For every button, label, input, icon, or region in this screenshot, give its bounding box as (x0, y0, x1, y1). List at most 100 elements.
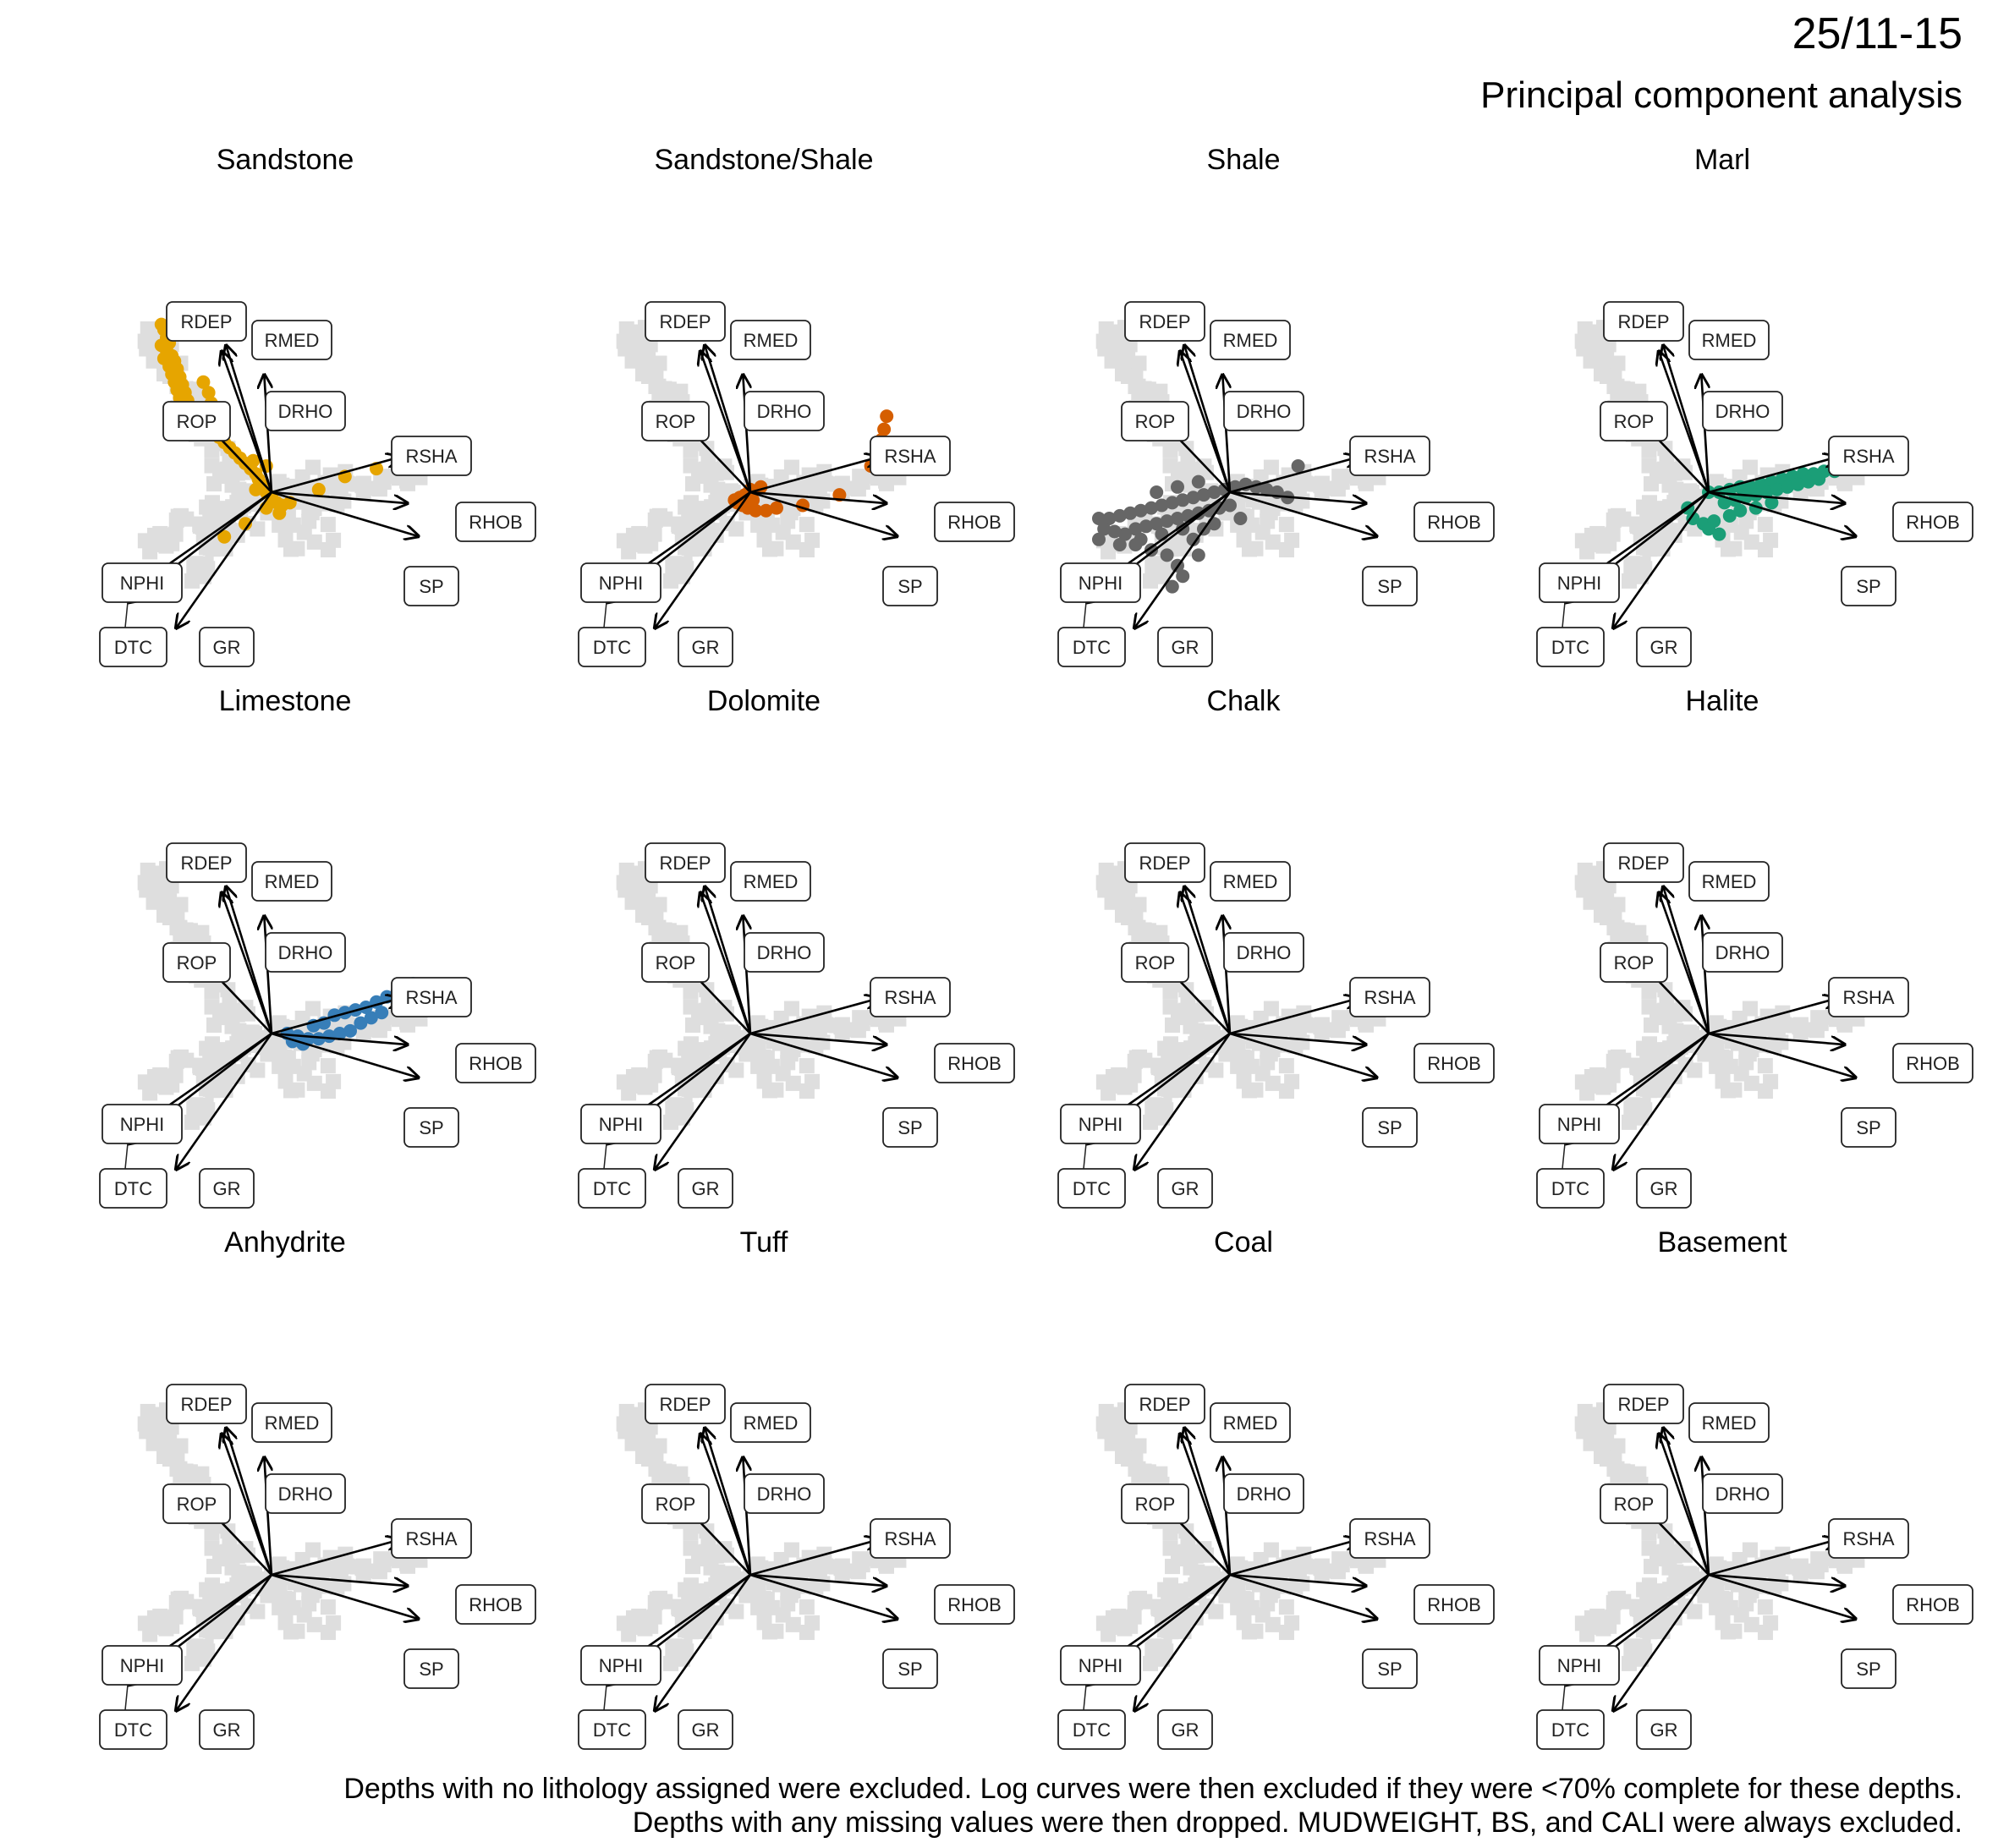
background-cell (145, 894, 162, 910)
background-cell (1143, 1114, 1159, 1130)
label-box-rsha (1828, 436, 1909, 476)
loading-label: DTC (1073, 1719, 1111, 1741)
data-point (1133, 503, 1148, 518)
background-cell (1291, 1020, 1307, 1036)
background-cell (722, 1024, 738, 1040)
background-cell (1264, 1562, 1280, 1578)
background-cell (768, 1082, 784, 1098)
label-box-rsha (1828, 977, 1909, 1017)
background-cell (1152, 383, 1168, 399)
background-cell (1248, 1623, 1264, 1639)
loading-arrow-drho (743, 916, 750, 1034)
loading-label: RSHA (1364, 987, 1415, 1008)
background-cell (220, 1523, 236, 1539)
label-box-drho (1702, 391, 1783, 431)
panel-sandstone-shale: Sandstone/Shale RMED RDEP DRHO ROP RSHA RHOB SP… (578, 144, 1015, 667)
data-point (1186, 491, 1200, 505)
label-box-drho (1702, 932, 1783, 973)
label-connector (1083, 601, 1087, 628)
background-cell (139, 1423, 155, 1439)
loading-arrow-rhob (271, 1032, 408, 1045)
label-box-drho (1223, 932, 1304, 973)
background-cell (162, 1615, 178, 1631)
background-cell (1677, 464, 1693, 480)
background-cell (1622, 1114, 1638, 1130)
background-cell (815, 1034, 831, 1050)
loading-label: DTC (1551, 1719, 1589, 1741)
background-cell (1708, 474, 1724, 490)
label-box-dtc (1536, 627, 1605, 667)
background-cell (1588, 1407, 1604, 1423)
data-point (1702, 522, 1715, 536)
loading-label: NPHI (120, 573, 165, 594)
label-box-rsha (1349, 1518, 1430, 1559)
background-cell (630, 1068, 646, 1084)
data-point (1186, 532, 1200, 546)
background-cell (1110, 1068, 1126, 1084)
panel-title: Chalk (1207, 685, 1282, 717)
background-cell (663, 1655, 679, 1671)
label-box-sp (882, 566, 938, 606)
label-box-rop (641, 1483, 710, 1524)
loading-arrow-rdep (700, 1434, 752, 1576)
background-cell (630, 527, 646, 543)
background-cell (1668, 1023, 1684, 1039)
loading-arrow-drho (1222, 375, 1230, 493)
background-cell (1278, 517, 1294, 533)
background-cell (756, 1615, 772, 1631)
loading-label: RHOB (1906, 512, 1960, 533)
background-cell (170, 1591, 186, 1607)
label-box-rsha (391, 436, 472, 476)
loading-arrow-rsha (271, 998, 400, 1035)
background-cell (799, 1599, 815, 1615)
loading-label: NPHI (1079, 1655, 1123, 1676)
loading-label: DTC (114, 1178, 152, 1199)
background-cell (204, 1036, 220, 1052)
background-cell (1114, 1448, 1130, 1464)
background-cell (722, 1566, 738, 1582)
background-cell (1114, 365, 1130, 381)
label-box-rmed (1210, 861, 1291, 902)
background-cell (1109, 1407, 1125, 1423)
background-cell (1198, 1547, 1214, 1563)
background-cell (718, 1006, 734, 1022)
loading-label: GR (213, 637, 241, 658)
loading-label: NPHI (1079, 573, 1123, 594)
background-cell (1644, 476, 1660, 492)
loading-arrow-rsha (1229, 1539, 1359, 1577)
data-point (1165, 496, 1179, 510)
loading-arrow-drho (264, 375, 272, 493)
background-cell (1641, 1540, 1657, 1556)
label-box-nphi (1539, 562, 1620, 603)
loading-label: SP (419, 1659, 443, 1680)
background-cell (200, 561, 216, 577)
loading-arrow-rdep (1180, 892, 1232, 1034)
label-box-drho (1702, 1473, 1783, 1514)
data-point (1733, 503, 1748, 518)
background-cell (710, 481, 726, 497)
background-cell (1263, 1001, 1279, 1017)
background-cell (1677, 1547, 1693, 1563)
background-cell (1114, 907, 1130, 923)
background-cell (624, 1435, 640, 1451)
loading-label: GR (1172, 1719, 1199, 1741)
background-cell (1284, 532, 1300, 548)
label-box-dtc (1536, 1168, 1605, 1209)
panel-title: Sandstone/Shale (655, 144, 874, 176)
background-cell (1178, 441, 1194, 457)
background-cell (272, 517, 288, 533)
label-box-rmed (251, 1402, 332, 1443)
caption-line-1: Depths with no lithology assigned were e… (343, 1773, 1962, 1805)
background-cell (239, 1006, 255, 1022)
loading-label: RHOB (1427, 1594, 1481, 1615)
loading-label: SP (419, 1117, 443, 1138)
background-cell (178, 1463, 194, 1479)
background-cell (1733, 1066, 1749, 1082)
loading-arrow-sp (1229, 1573, 1377, 1619)
background-cell (151, 1068, 167, 1084)
background-cell (1593, 365, 1609, 381)
background-cell (618, 1423, 634, 1439)
loading-label: NPHI (599, 1655, 644, 1676)
background-cell (1131, 897, 1147, 913)
loading-label: GR (1172, 637, 1199, 658)
